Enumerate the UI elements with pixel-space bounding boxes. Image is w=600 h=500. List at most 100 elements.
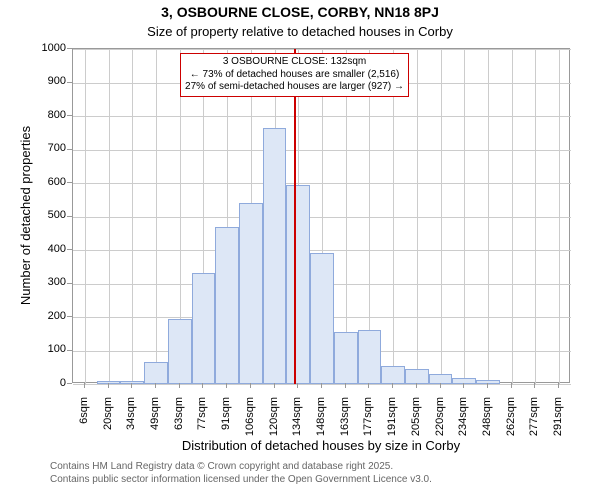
gridline xyxy=(73,384,571,385)
gridline xyxy=(559,49,560,384)
x-tick-label: 191sqm xyxy=(386,397,398,447)
chart-title: 3, OSBOURNE CLOSE, CORBY, NN18 8PJ xyxy=(0,4,600,20)
y-tick xyxy=(67,182,72,183)
y-tick-label: 800 xyxy=(28,109,66,121)
x-tick-label: 77sqm xyxy=(196,397,208,447)
histogram-bar xyxy=(192,273,216,384)
y-tick xyxy=(67,149,72,150)
gridline xyxy=(535,49,536,384)
x-tick xyxy=(392,383,393,388)
gridline xyxy=(109,49,110,384)
histogram-bar xyxy=(144,362,168,384)
x-tick-label: 120sqm xyxy=(268,397,280,447)
x-tick xyxy=(321,383,322,388)
histogram-bar xyxy=(405,369,429,384)
x-tick xyxy=(131,383,132,388)
annotation-line: 27% of semi-detached houses are larger (… xyxy=(185,81,404,94)
histogram-bar xyxy=(168,319,192,384)
gridline xyxy=(488,49,489,384)
annotation-line: ← 73% of detached houses are smaller (2,… xyxy=(185,69,404,82)
y-tick-label: 300 xyxy=(28,276,66,288)
y-tick-label: 600 xyxy=(28,176,66,188)
y-tick xyxy=(67,350,72,351)
x-tick-label: 277sqm xyxy=(528,397,540,447)
annotation-line: 3 OSBOURNE CLOSE: 132sqm xyxy=(185,56,404,69)
histogram-bar xyxy=(263,128,287,384)
x-tick-label: 248sqm xyxy=(481,397,493,447)
histogram-bar xyxy=(286,185,310,384)
x-tick-label: 234sqm xyxy=(457,397,469,447)
x-tick xyxy=(345,383,346,388)
gridline xyxy=(156,49,157,384)
x-tick xyxy=(108,383,109,388)
gridline xyxy=(417,49,418,384)
x-tick-label: 205sqm xyxy=(410,397,422,447)
histogram-bar xyxy=(310,253,334,384)
x-tick-label: 177sqm xyxy=(362,397,374,447)
x-tick xyxy=(368,383,369,388)
y-tick-label: 900 xyxy=(28,75,66,87)
y-tick-label: 500 xyxy=(28,209,66,221)
x-tick-label: 34sqm xyxy=(125,397,137,447)
histogram-bar xyxy=(381,366,405,384)
x-tick xyxy=(487,383,488,388)
y-tick-label: 0 xyxy=(28,377,66,389)
reference-line xyxy=(294,49,296,384)
x-tick xyxy=(250,383,251,388)
x-tick-label: 106sqm xyxy=(244,397,256,447)
y-tick xyxy=(67,383,72,384)
x-tick xyxy=(202,383,203,388)
x-tick-label: 20sqm xyxy=(102,397,114,447)
chart-subtitle: Size of property relative to detached ho… xyxy=(0,24,600,39)
gridline xyxy=(441,49,442,384)
gridline xyxy=(512,49,513,384)
footnote-line-1: Contains HM Land Registry data © Crown c… xyxy=(50,461,393,472)
y-tick-label: 1000 xyxy=(28,42,66,54)
histogram-bar xyxy=(334,332,358,384)
y-tick-label: 200 xyxy=(28,310,66,322)
x-tick-label: 148sqm xyxy=(315,397,327,447)
y-tick xyxy=(67,48,72,49)
x-tick xyxy=(274,383,275,388)
histogram-bar xyxy=(215,227,239,384)
gridline xyxy=(132,49,133,384)
plot-area: 3 OSBOURNE CLOSE: 132sqm← 73% of detache… xyxy=(72,48,570,383)
footnote-line-2: Contains public sector information licen… xyxy=(50,474,432,485)
gridline xyxy=(393,49,394,384)
x-tick-label: 262sqm xyxy=(505,397,517,447)
x-tick xyxy=(440,383,441,388)
histogram-bar xyxy=(358,330,382,384)
x-tick xyxy=(463,383,464,388)
y-tick xyxy=(67,82,72,83)
y-tick xyxy=(67,316,72,317)
x-tick-label: 163sqm xyxy=(339,397,351,447)
y-tick xyxy=(67,249,72,250)
y-tick xyxy=(67,283,72,284)
y-tick xyxy=(67,216,72,217)
x-tick xyxy=(84,383,85,388)
x-tick-label: 134sqm xyxy=(291,397,303,447)
y-tick xyxy=(67,115,72,116)
x-tick-label: 291sqm xyxy=(552,397,564,447)
x-tick xyxy=(534,383,535,388)
x-tick xyxy=(416,383,417,388)
x-tick-label: 220sqm xyxy=(434,397,446,447)
x-tick-label: 63sqm xyxy=(173,397,185,447)
x-tick xyxy=(511,383,512,388)
gridline xyxy=(464,49,465,384)
x-tick xyxy=(297,383,298,388)
gridline xyxy=(85,49,86,384)
y-tick-label: 100 xyxy=(28,343,66,355)
x-tick xyxy=(179,383,180,388)
x-tick xyxy=(155,383,156,388)
x-tick-label: 91sqm xyxy=(220,397,232,447)
y-tick-label: 700 xyxy=(28,142,66,154)
x-tick-label: 49sqm xyxy=(149,397,161,447)
x-tick xyxy=(226,383,227,388)
x-tick-label: 6sqm xyxy=(78,397,90,447)
histogram-bar xyxy=(239,203,263,384)
y-tick-label: 400 xyxy=(28,243,66,255)
x-tick xyxy=(558,383,559,388)
annotation-box: 3 OSBOURNE CLOSE: 132sqm← 73% of detache… xyxy=(180,53,409,97)
chart-container: 3, OSBOURNE CLOSE, CORBY, NN18 8PJ Size … xyxy=(0,0,600,500)
